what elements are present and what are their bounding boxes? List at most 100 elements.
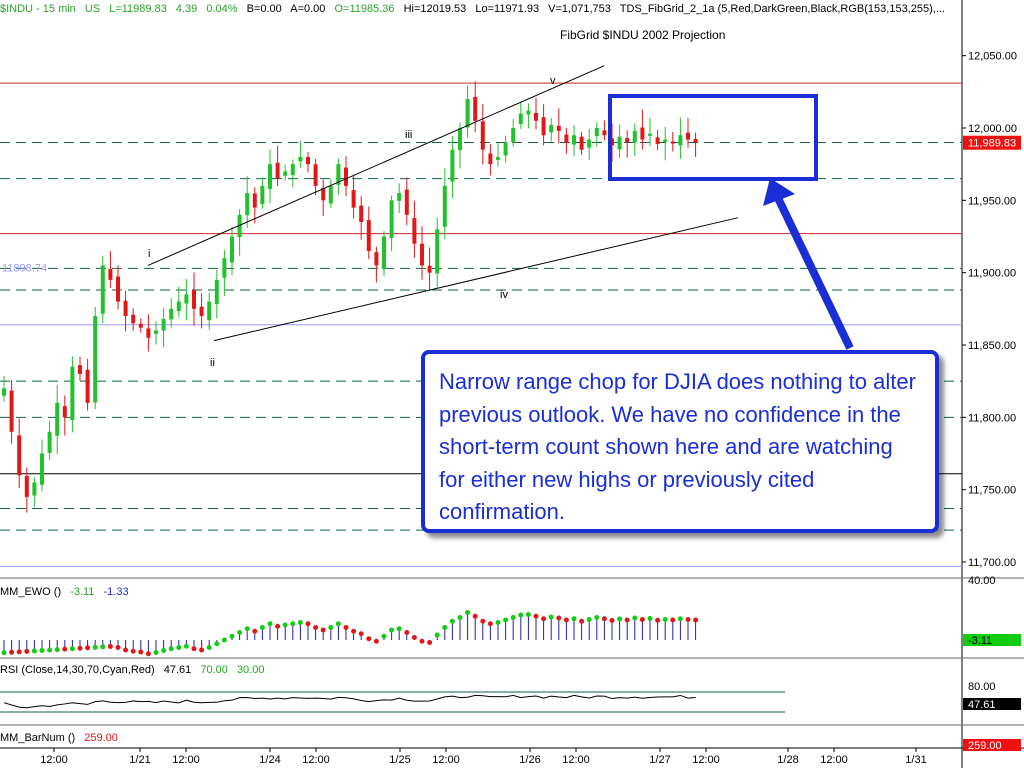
ewo-dot (69, 646, 75, 652)
candle-body (138, 323, 143, 328)
candle-body (648, 133, 652, 136)
ewo-dot (62, 646, 68, 652)
ewo-dot (586, 617, 592, 622)
candle-body (154, 330, 158, 334)
ewo-dot (85, 645, 91, 651)
rsi-tag (963, 698, 1021, 710)
ewo-value-2: -1.33 (103, 586, 129, 598)
callout-text: Narrow range chop for DJIA does nothing … (439, 369, 916, 524)
ewo-dot (267, 621, 273, 627)
ewo-dot (358, 631, 364, 637)
ewo-dot (639, 617, 645, 622)
ewo-dot (92, 644, 98, 650)
candle-body (564, 134, 569, 143)
ewo-value-1: -3.11 (70, 586, 95, 598)
candle-body (313, 164, 318, 186)
ewo-dot (252, 628, 258, 634)
candle-body (93, 316, 98, 403)
candle-body (328, 185, 333, 204)
ewo-dot (282, 622, 288, 628)
candle-body (465, 99, 470, 128)
ewo-dot (229, 633, 235, 639)
ewo-dot (518, 612, 524, 618)
y-tick-label: 12,000.00 (968, 123, 1017, 135)
rsi-name: RSI (Close,14,30,70,Cyan,Red) (0, 664, 155, 676)
y-tick-label: 11,950.00 (968, 195, 1016, 207)
candle-body (47, 431, 52, 453)
ewo-dot (297, 620, 303, 625)
x-tick-label: 1/25 (389, 754, 410, 766)
ewo-dot (525, 612, 531, 617)
candle-body (55, 402, 60, 436)
y-tick-label: 11,700.00 (968, 557, 1016, 569)
candle-body (260, 185, 265, 205)
ewo-dot (677, 616, 683, 622)
ewo-dot (617, 616, 623, 622)
candle-body (161, 318, 166, 331)
rsi-value-1: 47.61 (163, 664, 192, 676)
candle-body (655, 137, 660, 144)
ewo-dot (601, 616, 607, 622)
ewo-dot (457, 615, 463, 620)
ewo-dot (161, 648, 167, 653)
x-tick-label: 1/21 (129, 754, 150, 766)
candle-body (427, 265, 432, 273)
candle-body (488, 153, 493, 165)
wave-label-iii: iii (405, 129, 412, 141)
x-tick-label: 1/26 (519, 754, 540, 766)
y-tick-label: 12,050.00 (968, 51, 1017, 63)
ewo-dot (24, 648, 30, 654)
wave-label-i: i (148, 248, 150, 260)
ewo-dot (373, 638, 379, 644)
ewo-dot (556, 615, 562, 621)
quote-header: $INDU - 15 min US L=11989.83 4.39 0.04% … (0, 3, 951, 17)
ewo-dot (487, 621, 493, 627)
ask-label: A=0.00 (290, 3, 326, 15)
ewo-dot (449, 618, 455, 624)
candle-body (351, 190, 356, 208)
candle-body (252, 193, 257, 208)
ewo-dot (145, 651, 151, 657)
candle-body (404, 189, 409, 215)
candle-body (389, 200, 394, 239)
ewo-dot (305, 621, 311, 627)
candle-body (511, 128, 516, 143)
ewo-dot (670, 617, 676, 623)
rsi-value-3: 30.00 (236, 664, 265, 676)
wave-label-iv: iv (500, 289, 508, 301)
x-tick-label: 12:00 (172, 754, 200, 766)
ewo-dot (442, 625, 448, 630)
ewo-dot (176, 645, 182, 650)
barnum-tag-label: 259.00 (968, 740, 1002, 752)
annotation-callout: Narrow range chop for DJIA does nothing … (421, 350, 939, 533)
ewo-dot (579, 618, 585, 624)
rsi-value-2: 70.00 (200, 664, 228, 676)
candle-body (450, 149, 455, 182)
candle-body (268, 164, 272, 189)
ewo-dot (389, 627, 395, 633)
candle-body (397, 193, 402, 201)
ewo-dot (411, 635, 417, 640)
open-label: O=11985.36 (334, 3, 395, 15)
change-pct-label: 0.04% (206, 3, 238, 15)
change-label: 4.39 (175, 3, 198, 15)
ewo-axis-label: 40.00 (968, 575, 996, 587)
candle-body (344, 167, 348, 186)
candle-body (100, 265, 105, 314)
ewo-dot (237, 630, 243, 635)
candle-body (632, 130, 637, 143)
last-price-tag (963, 135, 1021, 150)
candle-body (412, 218, 417, 244)
ewo-dot (191, 646, 197, 652)
ewo-dot (39, 648, 45, 653)
ewo-dot (320, 627, 326, 633)
ewo-dot (655, 617, 661, 623)
x-tick-label: 1/28 (777, 754, 798, 766)
candle-body (78, 365, 82, 374)
last-price-label: L=11989.83 (109, 3, 167, 15)
candle-body (230, 236, 234, 263)
candle-body (62, 406, 67, 418)
candle-body (496, 156, 500, 160)
candle-body (579, 136, 584, 150)
ewo-dot (632, 615, 638, 621)
